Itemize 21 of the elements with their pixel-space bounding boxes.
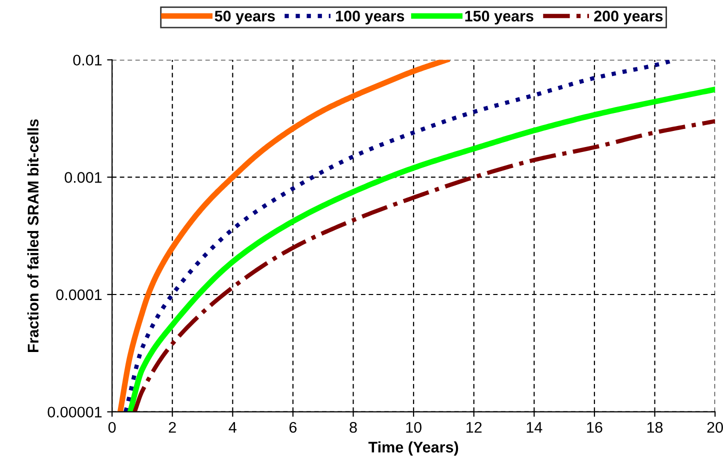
x-tick-label: 12 bbox=[466, 422, 482, 433]
y-tick-label: 0.01 bbox=[73, 54, 102, 66]
legend-label: 100 years bbox=[336, 10, 404, 25]
x-tick-label: 0 bbox=[108, 422, 116, 433]
y-axis-title: Fraction of failed SRAM bit-cells bbox=[27, 119, 39, 352]
y-tick-label: 0.0001 bbox=[56, 289, 102, 300]
x-axis-title: Time (Years) bbox=[368, 441, 458, 456]
x-tick-label: 4 bbox=[228, 422, 236, 433]
x-tick-label: 2 bbox=[168, 422, 176, 433]
y-tick-label: 0.001 bbox=[64, 172, 102, 183]
legend-label: 150 years bbox=[465, 10, 534, 25]
x-tick-label: 6 bbox=[289, 422, 297, 433]
legend-label: 200 years bbox=[594, 10, 663, 25]
x-tick-label: 20 bbox=[707, 422, 723, 433]
x-tick-label: 16 bbox=[587, 422, 602, 433]
legend-label: 50 years bbox=[214, 10, 275, 25]
x-tick-label: 8 bbox=[350, 422, 357, 433]
x-tick-label: 10 bbox=[406, 422, 422, 433]
x-tick-label: 18 bbox=[647, 422, 663, 433]
y-tick-label: 0.00001 bbox=[48, 406, 102, 418]
x-tick-label: 14 bbox=[526, 422, 542, 433]
